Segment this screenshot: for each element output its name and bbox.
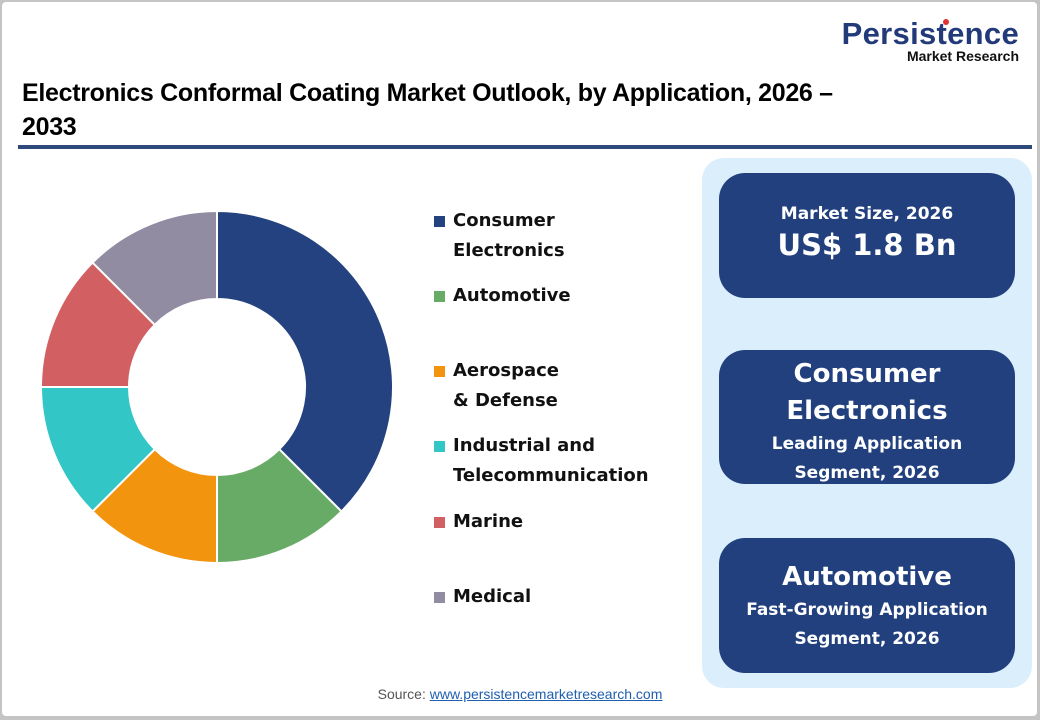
source-note: Source: www.persistencemarketresearch.co…	[0, 686, 1040, 702]
leading-segment-card: Consumer Electronics Leading Application…	[719, 350, 1015, 484]
legend-item-marine: Marine	[434, 507, 523, 537]
legend-item-aerospace-defense: Aerospace & Defense	[434, 356, 559, 416]
title-divider	[18, 145, 1032, 149]
source-label: Source:	[377, 686, 430, 702]
fastest-segment-name: Automotive	[782, 562, 952, 592]
brand-logo: Persistence Market Research	[842, 18, 1019, 65]
market-size-card: Market Size, 2026 US$ 1.8 Bn	[719, 173, 1015, 298]
donut-chart	[39, 209, 394, 565]
legend-swatch-icon	[434, 517, 445, 528]
logo-main-text: Persistence	[842, 18, 1019, 50]
legend-label: Industrial and Telecommunication	[453, 435, 649, 486]
market-size-value: US$ 1.8 Bn	[777, 228, 957, 262]
leading-segment-name-2: Electronics	[786, 396, 948, 426]
page-title: Electronics Conformal Coating Market Out…	[22, 79, 833, 141]
legend-label: Automotive	[453, 285, 571, 306]
legend-label: Marine	[453, 511, 524, 532]
donut-segment-medical	[91, 209, 218, 327]
legend-item-medical: Medical	[434, 582, 531, 612]
leading-segment-name-1: Consumer	[793, 359, 941, 389]
legend-label: Aerospace & Defense	[453, 360, 560, 411]
leading-segment-desc-2: Segment, 2026	[794, 463, 940, 483]
logo-wordmark: Persistence	[841, 16, 1019, 51]
logo-dot-icon	[942, 19, 949, 25]
fastest-segment-desc-1: Fast-Growing Application	[746, 600, 988, 620]
leading-segment-desc-1: Leading Application	[771, 434, 963, 454]
donut-segment-consumer-electronics	[216, 209, 394, 513]
legend-label: Consumer Electronics	[453, 210, 565, 261]
source-link[interactable]: www.persistencemarketresearch.com	[429, 686, 663, 702]
fastest-segment-card: Automotive Fast-Growing Application Segm…	[719, 538, 1015, 673]
legend-swatch-icon	[434, 291, 445, 302]
logo-sub-text: Market Research	[906, 48, 1019, 64]
fastest-segment-desc-2: Segment, 2026	[794, 629, 940, 649]
legend-item-automotive: Automotive	[434, 281, 571, 311]
legend-swatch-icon	[434, 366, 445, 377]
legend-swatch-icon	[434, 592, 445, 603]
key-stats-panel: Market Size, 2026 US$ 1.8 Bn Consumer El…	[702, 158, 1032, 688]
legend-swatch-icon	[434, 441, 445, 452]
market-size-label: Market Size, 2026	[780, 204, 954, 224]
legend-item-industrial-telecom: Industrial and Telecommunication	[434, 431, 649, 491]
legend-item-consumer-electronics: Consumer Electronics	[434, 206, 565, 266]
legend-label: Medical	[453, 586, 532, 607]
legend-swatch-icon	[434, 216, 445, 227]
